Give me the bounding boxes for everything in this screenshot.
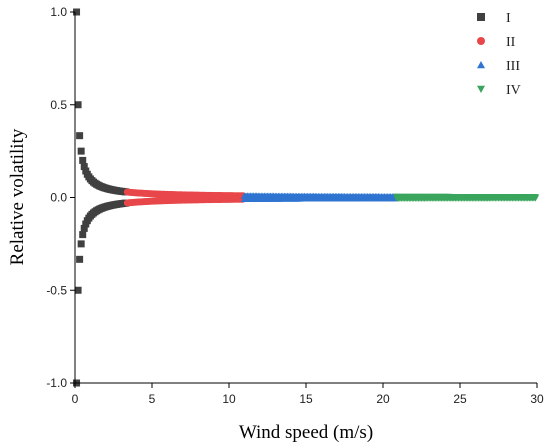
series-1 xyxy=(73,8,130,387)
data-point xyxy=(73,8,81,16)
legend-label-2: II xyxy=(506,35,516,50)
x-tick-label: 30 xyxy=(530,392,544,406)
x-tick-label: 10 xyxy=(222,392,236,406)
series-4 xyxy=(393,193,539,202)
y-tick-label: 1.0 xyxy=(50,5,67,19)
x-tick-label: 0 xyxy=(72,392,79,406)
data-point xyxy=(79,156,87,164)
data-point xyxy=(80,163,88,171)
data-point xyxy=(74,101,82,109)
x-axis-title: Wind speed (m/s) xyxy=(239,422,373,443)
legend-marker-3 xyxy=(477,61,485,69)
legend-marker-4 xyxy=(477,85,485,93)
data-point xyxy=(74,286,82,294)
legend-marker-1 xyxy=(477,13,485,21)
data-point xyxy=(531,195,539,202)
data-point xyxy=(76,132,84,140)
data-point xyxy=(79,231,87,239)
y-tick-label: -1.0 xyxy=(46,376,67,390)
x-tick-label: 20 xyxy=(376,392,390,406)
y-tick-label: 0.5 xyxy=(50,98,67,112)
y-tick-label: -0.5 xyxy=(46,283,67,297)
y-axis-title: Relative volatility xyxy=(7,128,28,265)
data-point xyxy=(77,147,85,155)
data-point xyxy=(76,255,84,263)
series-3 xyxy=(240,192,399,202)
x-tick-label: 15 xyxy=(299,392,313,406)
legend-marker-2 xyxy=(477,37,485,45)
data-marks xyxy=(73,8,539,387)
data-point xyxy=(77,240,85,248)
axes: 0 5 10 15 20 25 30 -1.0 -0.5 0.0 0.5 1.0 xyxy=(46,5,544,406)
data-point xyxy=(80,224,88,232)
legend-label-1: I xyxy=(506,11,511,26)
legend-label-3: III xyxy=(506,59,520,74)
legend-label-4: IV xyxy=(506,83,521,98)
y-tick-label: 0.0 xyxy=(50,191,67,205)
x-tick-label: 25 xyxy=(453,392,467,406)
x-tick-label: 5 xyxy=(149,392,156,406)
series-2 xyxy=(123,188,247,207)
